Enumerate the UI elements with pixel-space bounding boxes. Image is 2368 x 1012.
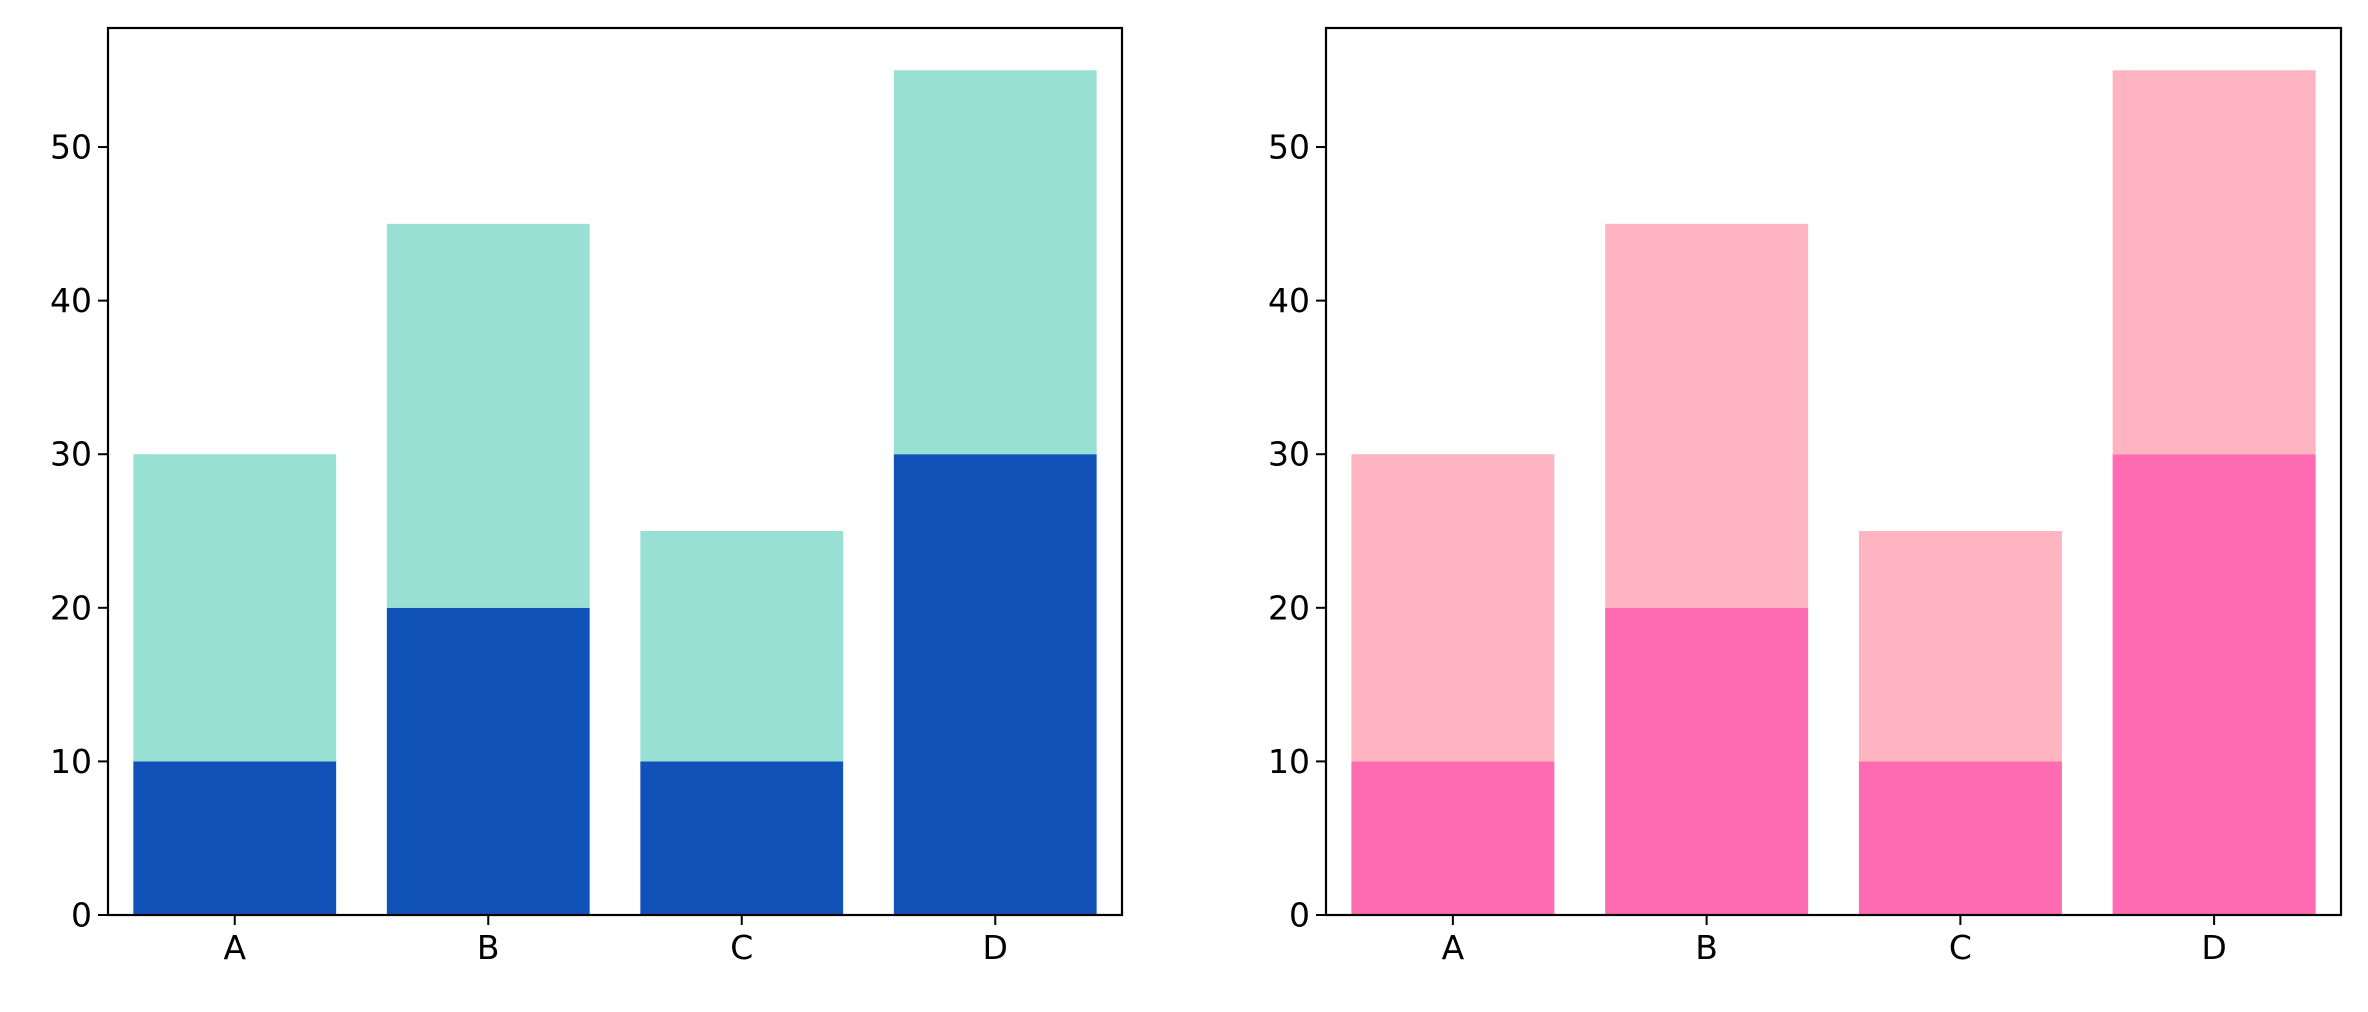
bar-c-lower — [1858, 761, 2062, 915]
bar-d-upper — [893, 70, 1097, 455]
y-tick-label: 30 — [50, 435, 92, 474]
x-tick-label: B — [477, 928, 500, 967]
y-tick-label: 50 — [1268, 128, 1310, 167]
x-tick-label: A — [1442, 928, 1465, 967]
y-tick-label: 10 — [50, 742, 92, 781]
bar-a-lower — [1351, 761, 1555, 915]
bar-d-lower — [2112, 454, 2316, 915]
bar-d-upper — [2112, 70, 2316, 455]
y-tick-label: 0 — [71, 896, 92, 935]
bar-c-upper — [1858, 531, 2062, 762]
bar-c-upper — [640, 531, 844, 762]
bar-a-upper — [133, 454, 337, 762]
bar-a-lower — [133, 761, 337, 915]
chart-right: 0 10 20 30 40 50 A B C D — [1268, 26, 2343, 967]
axes-frame — [1324, 26, 2343, 917]
chart-left: 0 10 20 30 40 50 A B C D — [50, 26, 1124, 967]
bar-b-lower — [386, 607, 590, 915]
x-tick-label: D — [2201, 928, 2226, 967]
axes-frame — [106, 26, 1124, 917]
x-tick-label: D — [983, 928, 1008, 967]
y-tick-label: 0 — [1289, 896, 1310, 935]
x-tick-label: A — [223, 928, 246, 967]
y-tick-label: 20 — [1268, 588, 1310, 627]
x-tick-label: C — [730, 928, 753, 967]
y-tick-label: 30 — [1268, 435, 1310, 474]
y-tick-label: 20 — [50, 588, 92, 627]
y-tick-label: 10 — [1268, 742, 1310, 781]
bar-b-upper — [386, 223, 590, 608]
x-tick-label: C — [1949, 928, 1972, 967]
bar-c-lower — [640, 761, 844, 915]
y-tick-label: 40 — [50, 281, 92, 320]
bar-b-lower — [1605, 607, 1809, 915]
bar-a-upper — [1351, 454, 1555, 762]
bar-d-lower — [893, 454, 1097, 915]
y-tick-label: 50 — [50, 128, 92, 167]
y-tick-label: 40 — [1268, 281, 1310, 320]
bar-b-upper — [1605, 223, 1809, 608]
x-tick-label: B — [1695, 928, 1718, 967]
